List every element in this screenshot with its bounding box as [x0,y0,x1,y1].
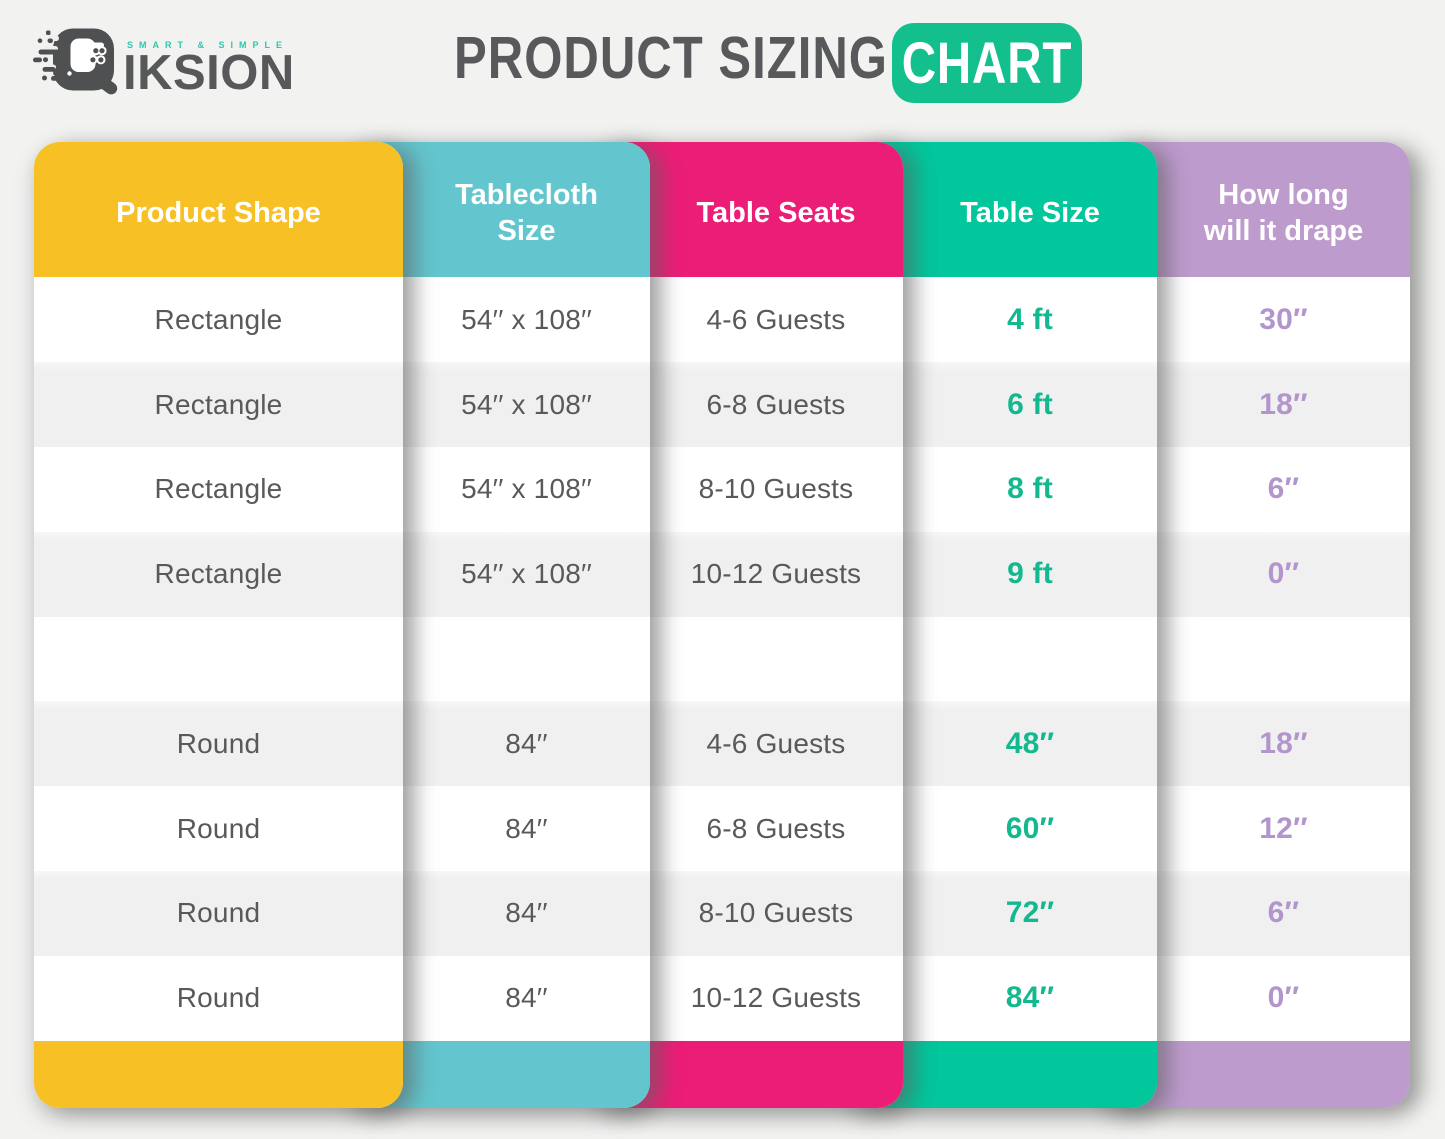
svg-text:SMART & SIMPLE: SMART & SIMPLE [127,40,288,50]
svg-text:IKSION: IKSION [123,46,295,100]
